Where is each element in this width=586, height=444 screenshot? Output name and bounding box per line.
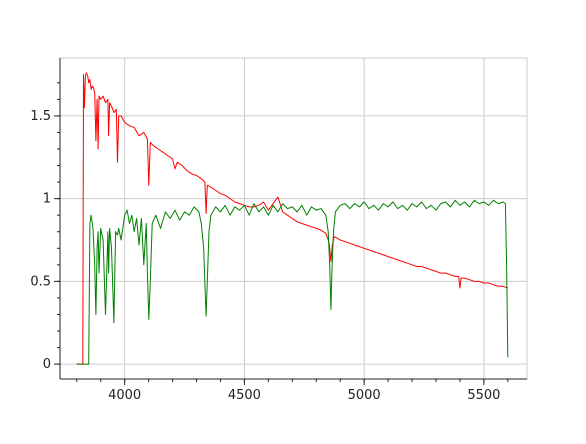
y-tick-label-1: 0.5 (30, 274, 51, 289)
tick-marks-and-labels: 4000 4500 5000 5500 0 0.5 1 1.5 (30, 82, 509, 403)
y-tick-label-2: 1 (43, 192, 51, 207)
x-tick-label-2: 5000 (348, 388, 381, 403)
series-lines (76, 72, 509, 365)
y-tick-label-0: 0 (43, 357, 51, 372)
axes (59, 57, 528, 380)
series-line-0 (76, 72, 508, 365)
x-tick-label-1: 4500 (228, 388, 261, 403)
x-tick-label-0: 4000 (108, 388, 141, 403)
x-tick-label-3: 5500 (467, 388, 500, 403)
series-line-1 (76, 199, 509, 365)
plot-frame (59, 57, 528, 380)
grid-lines (60, 58, 527, 379)
y-tick-label-3: 1.5 (30, 109, 51, 124)
